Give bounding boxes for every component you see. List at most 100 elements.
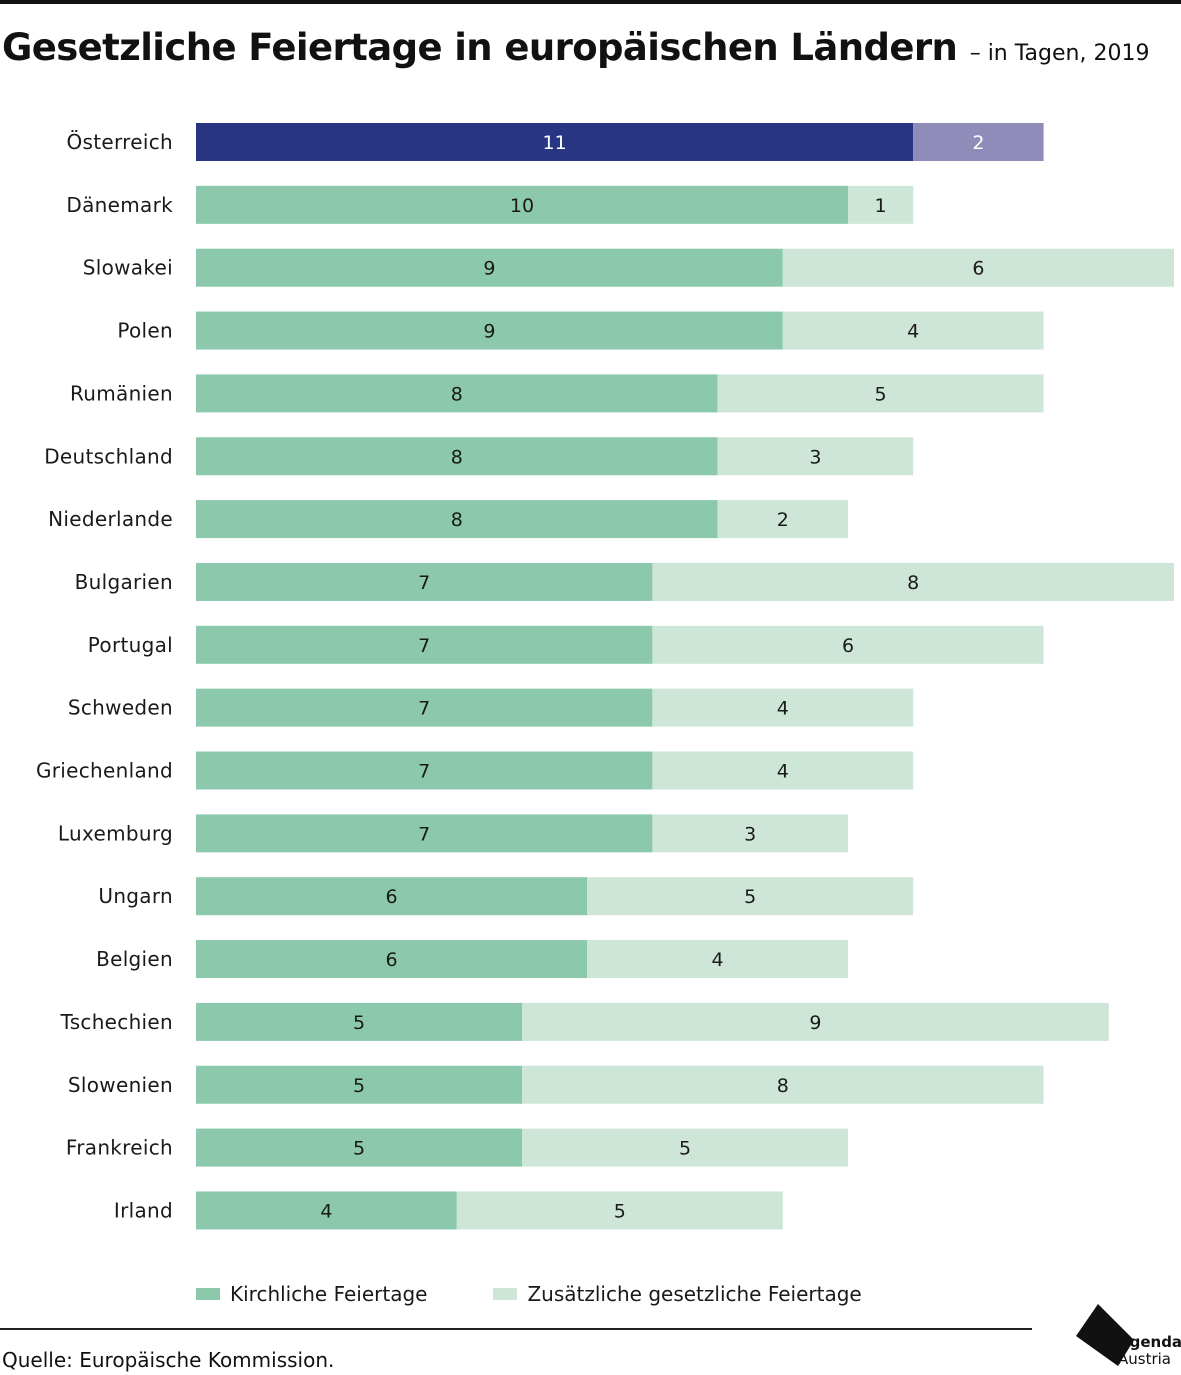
bar-zusaetzlich bbox=[522, 1128, 848, 1167]
category-label: Bulgarien bbox=[75, 570, 173, 594]
bar-kirchlich bbox=[196, 877, 588, 916]
logo-line2: Austria bbox=[1118, 1350, 1171, 1368]
bar-kirchlich bbox=[196, 248, 783, 287]
bar-zusaetzlich bbox=[913, 123, 1044, 161]
value-label-zusaetzlich: 2 bbox=[777, 509, 789, 531]
value-label-kirchlich: 8 bbox=[451, 509, 463, 531]
bar-zusaetzlich bbox=[522, 1002, 1109, 1041]
bar-kirchlich bbox=[196, 123, 914, 161]
category-label: Tschechien bbox=[59, 1010, 173, 1034]
value-label-zusaetzlich: 5 bbox=[679, 1138, 691, 1160]
chart-title: Gesetzliche Feiertage in europäischen Lä… bbox=[2, 26, 958, 69]
value-label-zusaetzlich: 9 bbox=[809, 1012, 821, 1034]
value-label-kirchlich: 10 bbox=[510, 195, 534, 217]
logo-mark-icon bbox=[1076, 1304, 1134, 1366]
legend-swatch-kirchlich bbox=[196, 1288, 220, 1300]
bar-kirchlich bbox=[196, 374, 718, 413]
category-label: Irland bbox=[114, 1198, 173, 1222]
agenda-austria-logo: Agenda Austria bbox=[1074, 1302, 1181, 1372]
value-label-kirchlich: 9 bbox=[483, 258, 495, 280]
bar-kirchlich bbox=[196, 688, 653, 727]
bar-zusaetzlich bbox=[652, 625, 1044, 664]
bar-chart: Österreich 11 2 Dänemark 10 1 Slowakei 9 6 Polen 9… bbox=[36, 123, 1174, 1230]
category-label: Dänemark bbox=[66, 193, 173, 217]
category-label: Slowenien bbox=[68, 1073, 173, 1097]
top-rule bbox=[0, 0, 1181, 4]
bar-zusaetzlich bbox=[652, 688, 914, 727]
legend-label-zusaetzlich: Zusätzliche gesetzliche Feiertage bbox=[527, 1282, 862, 1306]
bar-zusaetzlich bbox=[652, 751, 914, 790]
bar-zusaetzlich bbox=[587, 877, 914, 916]
bar-kirchlich bbox=[196, 1191, 457, 1230]
value-label-kirchlich: 6 bbox=[386, 886, 398, 908]
category-label: Belgien bbox=[96, 947, 173, 971]
bar-zusaetzlich bbox=[848, 185, 914, 224]
value-label-zusaetzlich: 4 bbox=[777, 761, 789, 783]
bar-kirchlich bbox=[196, 940, 588, 979]
category-label: Slowakei bbox=[83, 256, 173, 280]
value-label-zusaetzlich: 4 bbox=[777, 698, 789, 720]
value-label-zusaetzlich: 5 bbox=[614, 1200, 626, 1222]
bar-kirchlich bbox=[196, 185, 848, 224]
title-row: Gesetzliche Feiertage in europäischen Lä… bbox=[2, 26, 1181, 69]
value-label-zusaetzlich: 4 bbox=[712, 949, 724, 971]
category-label: Rumänien bbox=[70, 381, 173, 405]
chart-subtitle: – in Tagen, 2019 bbox=[969, 41, 1150, 66]
value-label-kirchlich: 5 bbox=[353, 1075, 365, 1097]
category-label: Polen bbox=[117, 319, 173, 343]
value-label-kirchlich: 11 bbox=[543, 132, 567, 154]
bar-kirchlich bbox=[196, 1065, 522, 1104]
category-label: Portugal bbox=[88, 633, 173, 657]
value-label-zusaetzlich: 8 bbox=[777, 1075, 789, 1097]
value-label-kirchlich: 4 bbox=[320, 1200, 332, 1222]
value-label-kirchlich: 6 bbox=[386, 949, 398, 971]
bar-kirchlich bbox=[196, 311, 783, 350]
bar-zusaetzlich bbox=[717, 437, 914, 476]
value-label-zusaetzlich: 2 bbox=[972, 132, 984, 154]
category-label: Deutschland bbox=[44, 444, 173, 468]
value-label-zusaetzlich: 3 bbox=[809, 446, 821, 468]
legend-swatch-zusaetzlich bbox=[493, 1288, 518, 1300]
value-label-zusaetzlich: 5 bbox=[875, 383, 887, 405]
category-label: Niederlande bbox=[48, 507, 173, 531]
value-label-zusaetzlich: 1 bbox=[875, 195, 887, 217]
value-label-zusaetzlich: 6 bbox=[842, 635, 854, 657]
bar-zusaetzlich bbox=[652, 562, 1174, 601]
bar-zusaetzlich bbox=[717, 374, 1044, 413]
value-label-zusaetzlich: 3 bbox=[744, 823, 756, 845]
bar-zusaetzlich bbox=[652, 814, 848, 853]
bar-kirchlich bbox=[196, 814, 653, 853]
value-label-kirchlich: 8 bbox=[451, 446, 463, 468]
category-label: Luxemburg bbox=[58, 821, 173, 845]
bar-kirchlich bbox=[196, 751, 653, 790]
value-label-zusaetzlich: 6 bbox=[972, 258, 984, 280]
value-label-kirchlich: 9 bbox=[483, 321, 495, 343]
value-label-kirchlich: 7 bbox=[418, 572, 430, 594]
value-label-kirchlich: 8 bbox=[451, 383, 463, 405]
value-label-kirchlich: 5 bbox=[353, 1138, 365, 1160]
value-label-zusaetzlich: 5 bbox=[744, 886, 756, 908]
bar-kirchlich bbox=[196, 625, 653, 664]
category-label: Griechenland bbox=[36, 759, 173, 783]
value-label-kirchlich: 7 bbox=[418, 698, 430, 720]
bar-kirchlich bbox=[196, 437, 718, 476]
bar-zusaetzlich bbox=[456, 1191, 783, 1230]
value-label-kirchlich: 5 bbox=[353, 1012, 365, 1034]
category-label: Ungarn bbox=[98, 884, 173, 908]
source-note: Quelle: Europäische Kommission. bbox=[2, 1348, 335, 1372]
value-label-kirchlich: 7 bbox=[418, 823, 430, 845]
value-label-kirchlich: 7 bbox=[418, 635, 430, 657]
legend: Kirchliche Feiertage Zusätzliche gesetzl… bbox=[196, 1282, 928, 1306]
bar-zusaetzlich bbox=[587, 940, 848, 979]
legend-item-kirchlich: Kirchliche Feiertage bbox=[196, 1282, 427, 1306]
legend-item-zusaetzlich: Zusätzliche gesetzliche Feiertage bbox=[493, 1282, 862, 1306]
bar-zusaetzlich bbox=[522, 1065, 1044, 1104]
logo-line1: Agenda bbox=[1118, 1333, 1181, 1351]
category-label: Schweden bbox=[68, 696, 173, 720]
legend-label-kirchlich: Kirchliche Feiertage bbox=[230, 1282, 428, 1306]
value-label-kirchlich: 7 bbox=[418, 761, 430, 783]
bar-zusaetzlich bbox=[782, 311, 1044, 350]
value-label-zusaetzlich: 8 bbox=[907, 572, 919, 594]
bar-kirchlich bbox=[196, 1002, 522, 1041]
logo-text: Agenda Austria bbox=[1118, 1334, 1181, 1368]
